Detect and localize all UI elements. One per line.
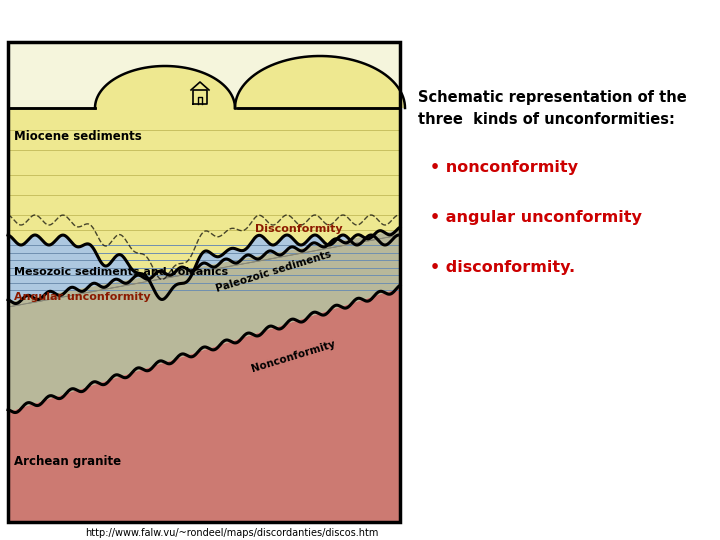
Text: Paleozoic sediments: Paleozoic sediments — [215, 249, 333, 294]
Polygon shape — [8, 42, 400, 108]
Polygon shape — [8, 230, 400, 302]
Polygon shape — [8, 108, 400, 300]
Text: Angular unconformity: Angular unconformity — [14, 292, 150, 302]
Text: Miocene sediments: Miocene sediments — [14, 130, 142, 143]
Polygon shape — [8, 42, 400, 522]
Polygon shape — [8, 288, 400, 522]
Text: • disconformity.: • disconformity. — [430, 260, 575, 275]
Text: Nonconformity: Nonconformity — [250, 339, 337, 374]
Text: three  kinds of unconformities:: three kinds of unconformities: — [418, 112, 675, 127]
Polygon shape — [95, 66, 235, 108]
Text: • angular unconformity: • angular unconformity — [430, 210, 642, 225]
Text: • nonconformity: • nonconformity — [430, 160, 578, 175]
Text: Schematic representation of the: Schematic representation of the — [418, 90, 687, 105]
Polygon shape — [8, 230, 400, 412]
Polygon shape — [8, 42, 400, 108]
Text: Disconformity: Disconformity — [255, 224, 343, 234]
Text: Archean granite: Archean granite — [14, 455, 121, 468]
Text: http://www.falw.vu/~rondeel/maps/discordanties/discos.htm: http://www.falw.vu/~rondeel/maps/discord… — [85, 528, 379, 538]
Polygon shape — [235, 56, 405, 108]
Text: Mesozoic sediments and volcanics: Mesozoic sediments and volcanics — [14, 267, 228, 277]
Bar — [8, 42, 400, 522]
